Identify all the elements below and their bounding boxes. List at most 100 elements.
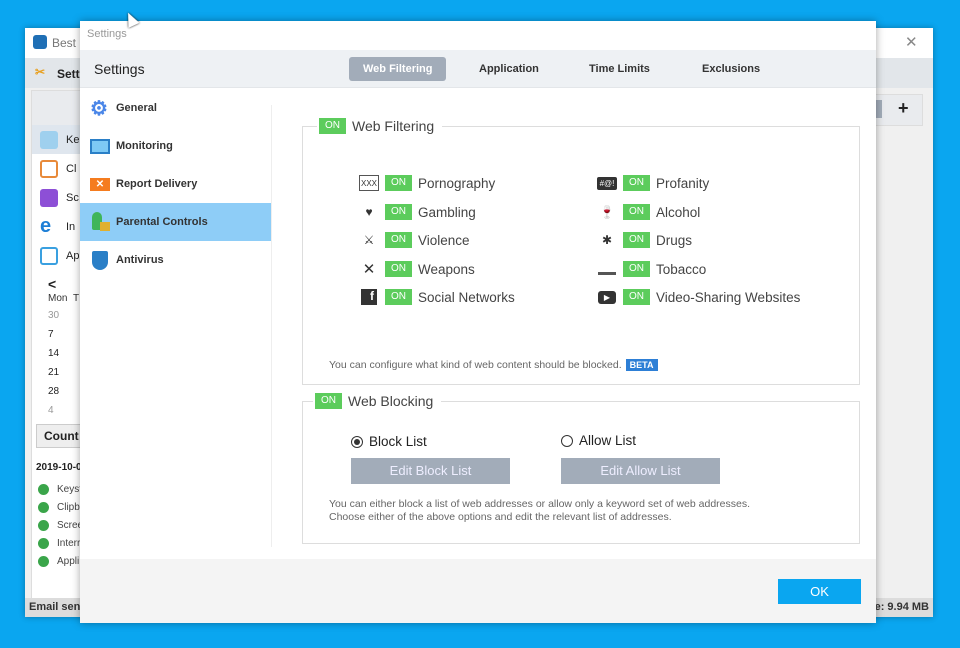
keystrokes-icon [40,130,58,149]
settings-toolbar-button[interactable]: Setti [57,67,84,81]
bg-sidebar-item[interactable]: e In [40,215,76,237]
bg-sidebar-item[interactable]: Ap [32,241,90,270]
status-dot-icon [38,537,49,549]
status-dot-icon [38,501,49,513]
calendar-day[interactable]: 21 [48,367,60,378]
sidebar-item-general[interactable]: ⚙ General [90,97,157,120]
close-icon[interactable]: ✕ [905,34,918,51]
clipboard-icon [40,159,58,178]
radio-unchecked-icon [561,434,573,447]
category-weapons: ✕ ON Weapons [359,261,475,278]
video-sharing-toggle[interactable]: ON [623,289,650,305]
calendar-day[interactable]: 30 [48,310,60,321]
settings-dialog: Settings Settings Web Filtering Applicat… [80,21,876,623]
cigarette-icon [597,261,617,277]
sidebar-item-report-delivery[interactable]: ✕ Report Delivery [80,165,271,203]
tobacco-toggle[interactable]: ON [623,261,650,277]
category-video-sharing: ▶ ON Video-Sharing Websites [597,289,800,305]
radio-checked-icon [351,435,363,448]
add-button[interactable]: + [898,98,909,118]
tools-icon: ✂ [35,65,46,79]
web-filtering-note: You can configure what kind of web conte… [329,359,658,372]
alcohol-toggle[interactable]: ON [623,204,650,220]
bg-sidebar-item[interactable]: Sc [32,183,90,212]
xxx-monitor-icon: XXX [359,175,379,191]
gambling-toggle[interactable]: ON [385,204,412,220]
beta-badge: BETA [625,359,658,371]
calendar-day[interactable]: 14 [48,348,60,359]
web-filtering-group: ON Web Filtering XXX ON Pornography ♥ ON Gamb… [302,118,860,385]
calendar-day[interactable]: 4 [48,405,54,416]
drugs-toggle[interactable]: ON [623,232,650,248]
status-item: Appli [38,553,90,571]
web-blocking-group: ON Web Blocking Block List Allow List Edi… [302,393,860,544]
bg-sidebar-item[interactable]: Cl [32,154,90,183]
settings-sidebar: ⚙ General Monitoring ✕ Report Delivery Par… [80,89,271,279]
calendar-day[interactable]: 7 [48,329,54,340]
calendar-prev-button[interactable]: < [48,276,57,292]
category-alcohol: 🍷 ON Alcohol [597,204,700,220]
facebook-icon: f [359,289,379,305]
allow-list-radio[interactable]: Allow List [561,433,636,448]
crossed-swords-icon: ✕ [362,261,376,278]
web-filtering-toggle[interactable]: ON [319,118,346,134]
social-networks-toggle[interactable]: ON [385,289,412,305]
category-social-networks: f ON Social Networks [359,289,515,305]
bottle-glass-icon: 🍷 [599,205,615,219]
edit-block-list-button[interactable]: Edit Block List [351,458,510,484]
web-blocking-note: You can either block a list of web addre… [329,498,751,523]
monitor-icon [90,138,110,154]
ok-button[interactable]: OK [778,579,861,604]
playing-card-icon: ♥ [365,205,373,219]
web-filtering-title: Web Filtering [352,118,435,134]
divider [271,105,272,547]
application-icon [40,246,58,265]
page-title: Settings [94,61,145,77]
weapons-toggle[interactable]: ON [385,261,412,277]
report-date: 2019-10-0 [36,462,82,473]
category-profanity: #@! ON Profanity [597,175,709,191]
internet-explorer-icon: e [40,215,52,237]
play-button-icon: ▶ [597,289,617,305]
sidebar-item-monitoring[interactable]: Monitoring [80,127,271,165]
tab-time-limits[interactable]: Time Limits [589,63,650,75]
block-list-radio[interactable]: Block List [351,434,427,449]
gear-icon: ⚙ [90,97,108,120]
category-gambling: ♥ ON Gambling [359,204,476,220]
status-item: Scree [38,517,90,535]
profanity-bubble-icon: #@! [597,176,617,190]
fight-icon: ⚔ [363,233,375,247]
status-item: Clipb [38,499,90,517]
sidebar-item-antivirus[interactable]: Antivirus [80,241,271,279]
tab-exclusions[interactable]: Exclusions [702,63,761,75]
dialog-footer: OK [80,559,876,623]
dialog-window-title: Settings [87,28,127,40]
shield-icon [92,250,108,270]
category-violence: ⚔ ON Violence [359,232,470,248]
status-dot-icon [38,483,49,495]
status-item: Keyst [38,481,90,499]
violence-toggle[interactable]: ON [385,232,412,248]
envelope-icon: ✕ [90,177,110,191]
category-pornography: XXX ON Pornography [359,175,496,191]
profanity-toggle[interactable]: ON [623,175,650,191]
tab-web-filtering[interactable]: Web Filtering [349,57,447,81]
calendar-day[interactable]: 28 [48,386,60,397]
screenshot-icon [40,188,58,207]
category-tobacco: ON Tobacco [597,261,706,277]
status-dot-icon [38,555,49,567]
dialog-header: Settings Web Filtering Application Time … [80,50,876,88]
status-dot-icon [38,519,49,531]
sidebar-item-parental-controls[interactable]: Parental Controls [80,203,271,241]
app-logo-icon [33,35,47,49]
pornography-toggle[interactable]: ON [385,175,412,191]
parental-lock-icon [90,212,110,232]
cannabis-leaf-icon: ✱ [601,233,613,247]
edit-allow-list-button[interactable]: Edit Allow List [561,458,720,484]
tab-application[interactable]: Application [479,63,539,75]
web-blocking-toggle[interactable]: ON [315,393,342,409]
web-blocking-title: Web Blocking [348,393,434,409]
background-app-title: Best F [52,36,87,50]
status-item: Interr [38,535,90,553]
category-drugs: ✱ ON Drugs [597,232,692,248]
